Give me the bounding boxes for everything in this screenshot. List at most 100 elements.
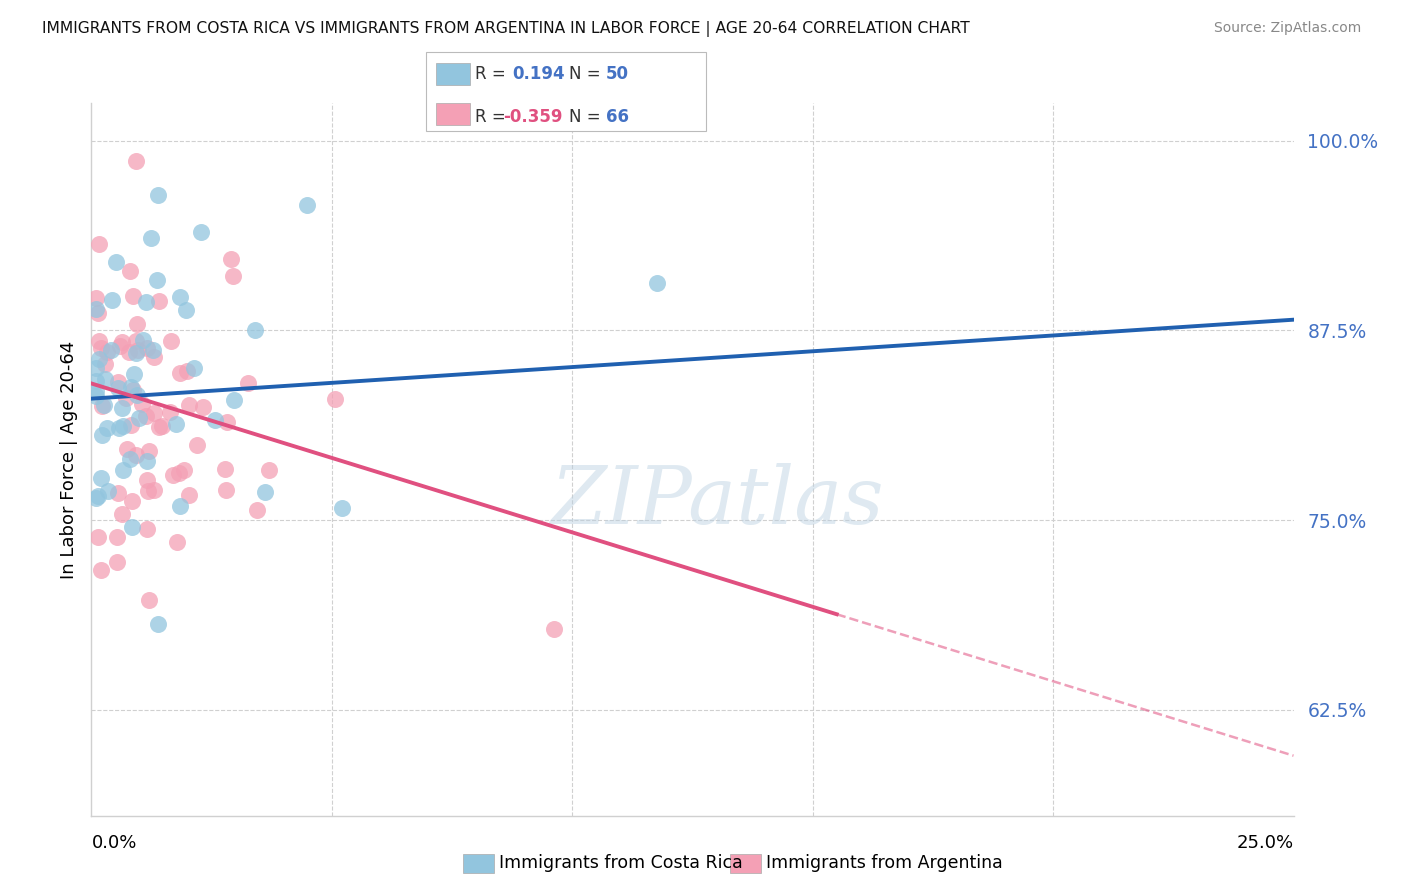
- Text: Immigrants from Costa Rica: Immigrants from Costa Rica: [499, 855, 742, 872]
- Text: 25.0%: 25.0%: [1236, 834, 1294, 853]
- Point: [135, 454, 157, 468]
- Point: [297, 198, 319, 212]
- Text: IMMIGRANTS FROM COSTA RICA VS IMMIGRANTS FROM ARGENTINA IN LABOR FORCE | AGE 20-: IMMIGRANTS FROM COSTA RICA VS IMMIGRANTS…: [42, 21, 970, 37]
- Text: R =: R =: [475, 65, 506, 83]
- Point: [183, 360, 205, 375]
- Point: [124, 448, 146, 462]
- Point: [84, 491, 107, 505]
- Point: [160, 334, 183, 349]
- Point: [150, 419, 173, 434]
- Point: [90, 427, 112, 442]
- Point: [87, 236, 110, 251]
- Point: [120, 417, 142, 432]
- Point: [108, 421, 131, 435]
- Point: [204, 412, 226, 426]
- Text: 50: 50: [606, 65, 628, 83]
- Point: [87, 352, 110, 367]
- Point: [90, 342, 112, 356]
- Point: [219, 252, 242, 266]
- Point: [117, 344, 139, 359]
- Point: [143, 483, 166, 497]
- Point: [136, 522, 159, 536]
- Point: [193, 400, 215, 414]
- Point: [90, 471, 112, 485]
- Point: [107, 381, 129, 395]
- Point: [120, 264, 142, 278]
- Text: -0.359: -0.359: [503, 108, 562, 126]
- Point: [105, 555, 128, 569]
- Point: [214, 462, 236, 476]
- Point: [125, 345, 148, 359]
- Point: [115, 391, 138, 405]
- Point: [135, 409, 157, 423]
- Text: 66: 66: [606, 108, 628, 126]
- Point: [84, 384, 107, 399]
- Point: [111, 401, 134, 416]
- Point: [127, 343, 149, 357]
- Point: [125, 153, 148, 168]
- Point: [169, 499, 191, 513]
- Point: [84, 301, 107, 316]
- Point: [143, 406, 166, 420]
- Point: [246, 503, 269, 517]
- Point: [111, 335, 134, 350]
- Point: [107, 486, 129, 500]
- Point: [96, 344, 118, 359]
- Text: Immigrants from Argentina: Immigrants from Argentina: [766, 855, 1002, 872]
- Point: [93, 398, 115, 412]
- Point: [128, 410, 150, 425]
- Point: [96, 421, 118, 435]
- Point: [111, 507, 134, 521]
- Point: [121, 519, 143, 533]
- Point: [108, 338, 131, 352]
- Point: [136, 473, 159, 487]
- Point: [120, 380, 142, 394]
- Point: [148, 617, 170, 632]
- Point: [97, 483, 120, 498]
- Point: [84, 361, 107, 376]
- Point: [89, 334, 111, 348]
- Point: [174, 303, 197, 318]
- Point: [169, 290, 191, 304]
- Point: [142, 343, 165, 358]
- Point: [86, 530, 108, 544]
- Text: N =: N =: [569, 108, 600, 126]
- Point: [131, 397, 153, 411]
- Point: [215, 416, 238, 430]
- Point: [100, 343, 122, 358]
- Point: [169, 366, 191, 380]
- Point: [120, 452, 142, 467]
- Point: [214, 483, 236, 497]
- Point: [125, 317, 148, 331]
- Y-axis label: In Labor Force | Age 20-64: In Labor Force | Age 20-64: [59, 340, 77, 579]
- Point: [86, 389, 108, 403]
- Point: [162, 468, 184, 483]
- Text: ZIPatlas: ZIPatlas: [550, 464, 883, 541]
- Point: [138, 444, 160, 458]
- Point: [107, 375, 129, 389]
- Point: [159, 405, 181, 419]
- Point: [186, 438, 208, 452]
- Point: [131, 333, 153, 347]
- Point: [111, 418, 134, 433]
- Point: [148, 294, 170, 309]
- Point: [93, 372, 115, 386]
- Point: [101, 293, 124, 307]
- Point: [254, 484, 277, 499]
- Point: [115, 442, 138, 456]
- Text: Source: ZipAtlas.com: Source: ZipAtlas.com: [1213, 21, 1361, 35]
- Point: [111, 463, 134, 477]
- Point: [176, 364, 198, 378]
- Point: [135, 295, 157, 310]
- Point: [645, 276, 668, 290]
- Point: [122, 289, 145, 303]
- Point: [190, 225, 212, 239]
- Point: [121, 494, 143, 508]
- Point: [173, 463, 195, 477]
- Point: [84, 375, 107, 389]
- Point: [325, 392, 347, 407]
- Point: [167, 466, 190, 480]
- Point: [166, 535, 188, 549]
- Text: 0.0%: 0.0%: [91, 834, 136, 853]
- Point: [238, 376, 260, 391]
